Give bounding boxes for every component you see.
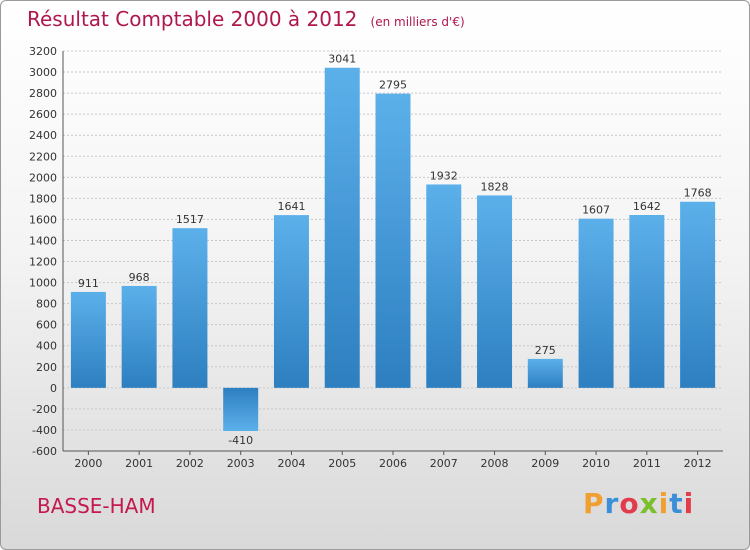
y-tick-label: 1600 [29, 213, 57, 226]
y-tick-label: -200 [32, 403, 57, 416]
value-label-2006: 2795 [379, 79, 407, 92]
logo-letter: r [604, 487, 620, 520]
value-label-2011: 1642 [633, 200, 661, 213]
bar-2011 [629, 215, 665, 388]
x-tick-label-2011: 2011 [633, 457, 661, 470]
value-label-2005: 3041 [328, 53, 356, 66]
bar-2003 [223, 387, 259, 431]
logo-letter: P [583, 487, 605, 520]
bar-2007 [426, 184, 462, 388]
y-tick-label: 3000 [29, 66, 57, 79]
value-label-2008: 1828 [481, 180, 509, 193]
y-tick-label: 800 [36, 298, 57, 311]
value-label-2012: 1768 [684, 187, 712, 200]
y-tick-label: 3200 [29, 45, 57, 58]
x-tick-label-2001: 2001 [125, 457, 153, 470]
x-tick-label-2006: 2006 [379, 457, 407, 470]
bar-2005 [324, 67, 360, 388]
logo-letter: x [639, 487, 659, 520]
commune-name: BASSE-HAM [37, 494, 156, 518]
y-tick-label: 2800 [29, 87, 57, 100]
chart-title: Résultat Comptable 2000 à 2012 [27, 7, 358, 31]
title-row: Résultat Comptable 2000 à 2012 (en milli… [27, 7, 465, 31]
y-tick-label: 1000 [29, 277, 57, 290]
value-label-2000: 911 [78, 277, 99, 290]
logo-letter: t [669, 487, 684, 520]
y-tick-label: 0 [50, 382, 57, 395]
bar-2004 [273, 215, 309, 388]
x-tick-label-2000: 2000 [74, 457, 102, 470]
y-tick-label: -600 [32, 445, 57, 458]
bar-2008 [477, 195, 513, 388]
y-tick-label: 2600 [29, 108, 57, 121]
y-tick-label: 1800 [29, 192, 57, 205]
x-tick-label-2010: 2010 [582, 457, 610, 470]
y-tick-label: 2000 [29, 171, 57, 184]
x-tick-label-2008: 2008 [481, 457, 509, 470]
x-tick-label-2005: 2005 [328, 457, 356, 470]
logo-letter: i [658, 487, 670, 520]
y-tick-label: 2400 [29, 129, 57, 142]
x-tick-label-2009: 2009 [531, 457, 559, 470]
bar-2001 [121, 285, 157, 388]
y-tick-label: 1200 [29, 256, 57, 269]
value-label-2004: 1641 [277, 200, 305, 213]
value-label-2009: 275 [535, 344, 556, 357]
bar-2010 [578, 218, 614, 388]
value-label-2001: 968 [129, 271, 150, 284]
x-tick-label-2003: 2003 [227, 457, 255, 470]
bar-2012 [680, 201, 716, 388]
value-label-2003: -410 [228, 434, 253, 447]
proxiti-logo: Proxiti [583, 487, 694, 520]
y-tick-label: 1400 [29, 234, 57, 247]
x-tick-label-2007: 2007 [430, 457, 458, 470]
value-label-2002: 1517 [176, 213, 204, 226]
bar-2009 [527, 358, 563, 388]
chart-subtitle: (en milliers d'€) [370, 15, 465, 29]
value-label-2007: 1932 [430, 169, 458, 182]
x-tick-label-2004: 2004 [277, 457, 305, 470]
y-tick-label: 2200 [29, 150, 57, 163]
y-tick-label: 600 [36, 319, 57, 332]
y-tick-label: 200 [36, 361, 57, 374]
y-tick-label: -400 [32, 424, 57, 437]
bar-2000 [70, 291, 106, 388]
logo-letter: i [683, 487, 695, 520]
y-tick-label: 400 [36, 340, 57, 353]
bar-2006 [375, 93, 411, 388]
bar-2002 [172, 228, 208, 388]
x-tick-label-2002: 2002 [176, 457, 204, 470]
value-label-2010: 1607 [582, 204, 610, 217]
logo-letter: o [619, 487, 640, 520]
x-tick-label-2012: 2012 [684, 457, 712, 470]
